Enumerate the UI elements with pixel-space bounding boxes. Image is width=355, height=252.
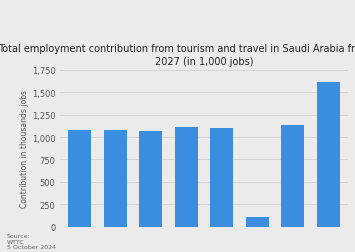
Bar <box>175 127 198 227</box>
Bar <box>210 128 234 227</box>
Bar <box>281 125 304 227</box>
Bar <box>139 132 162 227</box>
Title: Total employment contribution from tourism and travel in Saudi Arabia from 2012 : Total employment contribution from touri… <box>0 44 355 67</box>
Bar <box>104 131 127 227</box>
Y-axis label: Contribution in thousands jobs: Contribution in thousands jobs <box>20 90 29 207</box>
Bar <box>69 130 92 227</box>
Bar <box>317 83 340 227</box>
Text: Source:
WTTC
5 October 2024: Source: WTTC 5 October 2024 <box>7 233 56 249</box>
Bar <box>246 217 269 227</box>
